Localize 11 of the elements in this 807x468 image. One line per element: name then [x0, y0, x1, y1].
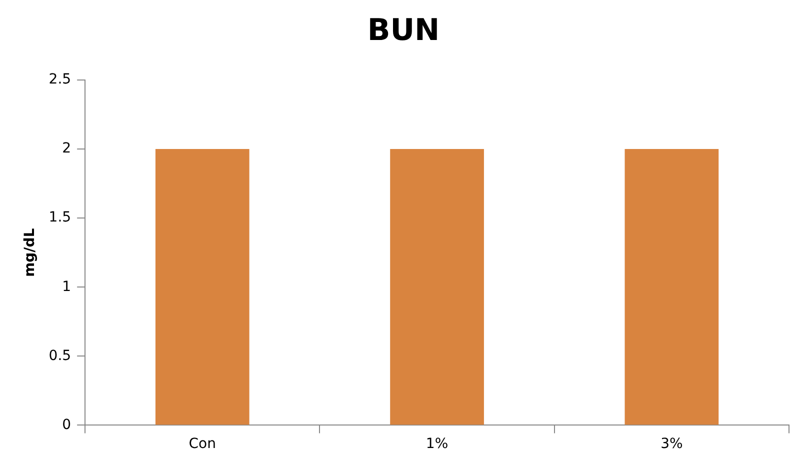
x-tick-label: Con [188, 436, 216, 452]
chart-title: BUN [367, 12, 440, 48]
y-tick-label: 0 [62, 416, 72, 433]
x-tick-label: 3% [660, 436, 683, 452]
y-tick-label: 2 [62, 140, 72, 157]
y-tick-label: 1 [62, 278, 72, 295]
y-axis-title: mg/dL [22, 228, 38, 277]
x-tick-label: 1% [426, 436, 448, 452]
y-tick-label: 1.5 [48, 210, 72, 226]
y-tick-label: 2.5 [48, 72, 72, 88]
y-tick-label: 0.5 [48, 348, 72, 364]
